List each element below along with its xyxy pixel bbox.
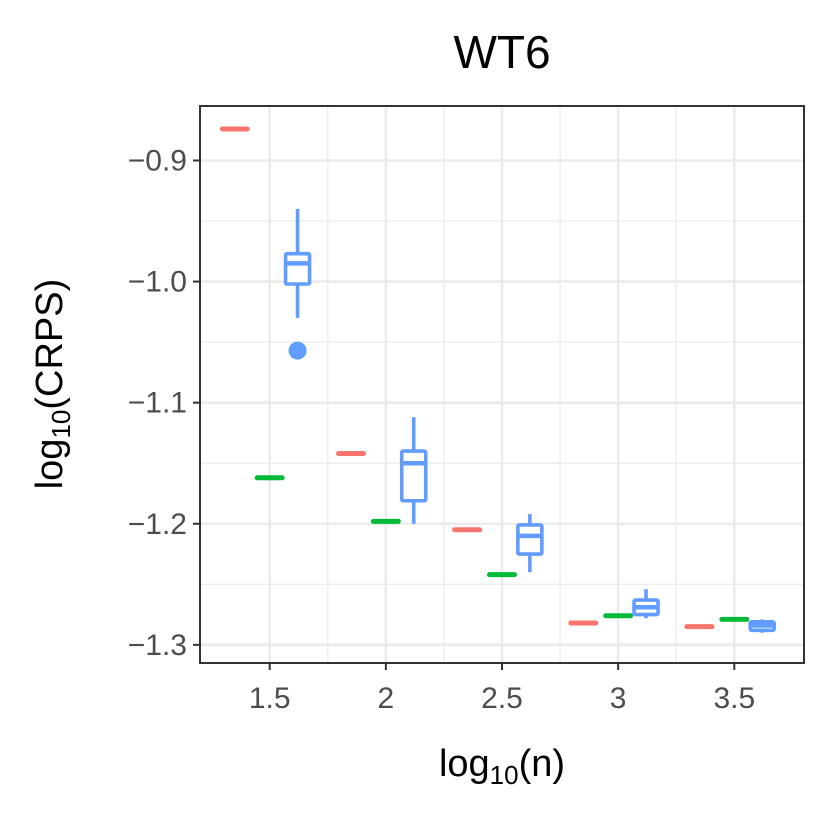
y-axis-title-subscript: 10 (46, 410, 76, 439)
series-2 (283, 208, 776, 633)
box-series-0 (684, 624, 715, 630)
x-axis-title: log10(n) (439, 743, 565, 790)
median-bar (487, 572, 517, 578)
box-series-1 (719, 616, 750, 622)
y-tick-label: −1.2 (128, 508, 187, 541)
y-tick-label: −1.0 (128, 266, 187, 299)
iqr-box (283, 251, 312, 286)
chart-title: WT6 (453, 26, 550, 78)
x-axis: 1.5 2 2.5 3 3.5 (249, 663, 755, 715)
median-bar (336, 451, 366, 457)
median-bar (684, 624, 715, 630)
box-series-1 (603, 613, 634, 619)
x-tick-label: 2.5 (481, 682, 523, 715)
box-series-0 (219, 126, 250, 132)
box-series-1 (370, 518, 401, 524)
median-bar (452, 527, 483, 533)
box-series-0 (452, 527, 483, 533)
median-bar (254, 475, 285, 481)
box-series-2 (399, 417, 428, 524)
y-axis-title: log10(CRPS) (29, 279, 76, 490)
x-tick-label: 2 (378, 682, 395, 715)
y-axis-title-rest: (CRPS) (29, 279, 71, 410)
chart-marks (219, 126, 776, 633)
box-series-1 (254, 475, 285, 481)
box-series-0 (568, 620, 599, 626)
x-tick-label: 3.5 (713, 682, 755, 715)
box-series-2 (283, 208, 312, 360)
box-series-0 (336, 451, 366, 457)
iqr-box (399, 449, 428, 503)
median-bar (370, 518, 401, 524)
plot-panel (199, 105, 805, 664)
series-1 (254, 475, 750, 622)
box-series-2 (516, 514, 544, 573)
iqr-box (516, 523, 544, 556)
median-bar (219, 126, 250, 132)
box-series-2 (632, 589, 660, 619)
x-axis-title-rest: (n) (519, 743, 565, 785)
median-bar (568, 620, 599, 626)
y-axis-title-base: log (29, 439, 71, 490)
box-series-1 (487, 572, 517, 578)
y-tick-label: −0.9 (128, 144, 187, 177)
x-axis-title-base: log (439, 743, 490, 785)
outlier-point (288, 341, 307, 360)
x-axis-title-subscript: 10 (490, 760, 519, 790)
median-bar (719, 616, 750, 622)
series-0 (219, 126, 715, 630)
median-bar (603, 613, 634, 619)
y-tick-label: −1.1 (128, 387, 187, 420)
box-series-2 (748, 619, 776, 633)
x-tick-label: 3 (610, 682, 627, 715)
y-axis: −0.9 −1.0 −1.1 −1.2 −1.3 (128, 144, 200, 662)
x-tick-label: 1.5 (249, 682, 291, 715)
y-tick-label: −1.3 (128, 629, 187, 662)
